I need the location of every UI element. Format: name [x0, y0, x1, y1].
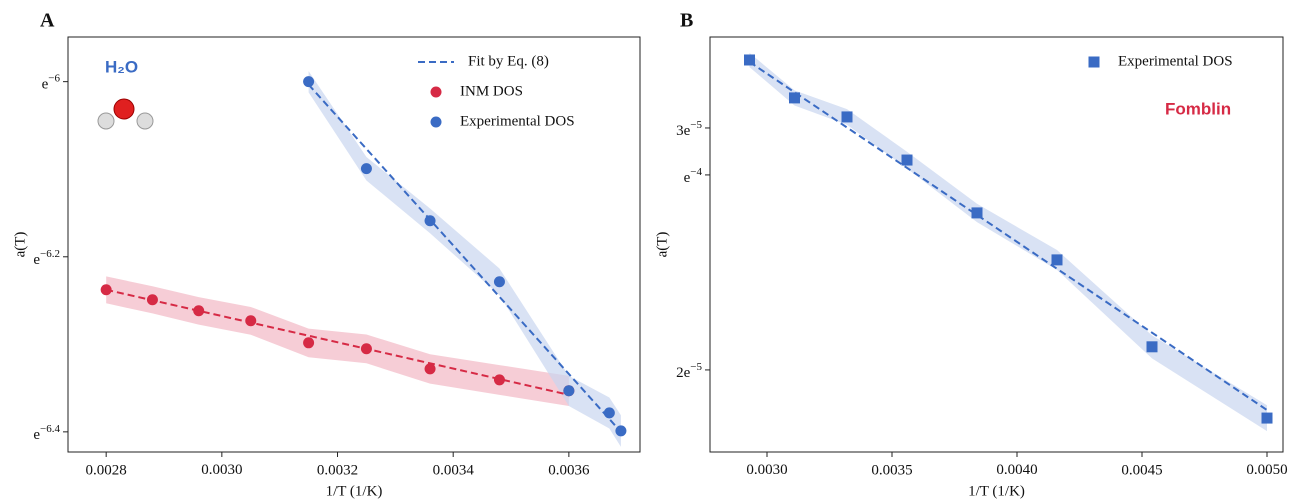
- x-tick-label: 0.0032: [317, 462, 358, 478]
- data-point: [1261, 412, 1273, 424]
- data-point: [789, 92, 800, 104]
- y-tick-label-base: 2e: [676, 365, 691, 381]
- annotation: H₂O: [105, 57, 138, 76]
- y-axis-label: a(T): [654, 232, 670, 258]
- data-point: [100, 284, 112, 296]
- x-tick-label: 0.0040: [996, 462, 1037, 478]
- x-axis-label: 1/T (1/K): [326, 483, 383, 499]
- water-molecule-icon: [97, 98, 154, 130]
- y-tick-label-base: e: [42, 77, 49, 93]
- fit-line: [748, 61, 1268, 411]
- data-point: [901, 154, 913, 166]
- y-tick-label: 3e−5: [676, 118, 702, 139]
- y-tick-label: 2e−5: [676, 360, 702, 381]
- data-point: [1146, 341, 1158, 353]
- data-point: [493, 374, 505, 386]
- legend-label: INM DOS: [460, 83, 523, 99]
- x-tick-label: 0.0034: [433, 462, 475, 478]
- data-point: [563, 385, 575, 397]
- y-tick-label-exponent: −6.2: [40, 247, 60, 259]
- x-tick-label: 0.0050: [1246, 462, 1287, 478]
- x-tick-label: 0.0030: [201, 462, 242, 478]
- data-point: [744, 54, 755, 66]
- y-tick-label-base: e: [684, 170, 691, 186]
- legend-swatch: [430, 86, 442, 98]
- legend-swatch: [430, 116, 442, 128]
- y-tick-label-base: e: [33, 252, 40, 268]
- y-tick-label-exponent: −4: [690, 165, 702, 177]
- y-axis-label: a(T): [12, 232, 28, 258]
- x-tick-label: 0.0028: [86, 462, 127, 478]
- x-tick-label-base: 0.0050: [1246, 462, 1287, 478]
- y-tick-label: e−6.2: [33, 247, 60, 268]
- data-point: [603, 407, 615, 419]
- y-tick-label-base: 3e: [676, 123, 691, 139]
- legend-label: Experimental DOS: [460, 113, 575, 129]
- y-tick-label: e−6.4: [33, 422, 60, 443]
- y-tick-label-exponent: −6.4: [40, 422, 60, 434]
- x-tick-label-base: 0.0030: [746, 462, 787, 478]
- x-tick-label-base: 0.0030: [201, 462, 242, 478]
- data-point: [303, 76, 315, 88]
- x-tick-label: 0.0030: [746, 462, 787, 478]
- data-point: [493, 276, 505, 288]
- fit-line: [105, 288, 570, 396]
- x-tick-label-base: 0.0040: [996, 462, 1037, 478]
- x-axis-label: 1/T (1/K): [968, 483, 1025, 499]
- axes-frame: [709, 36, 1284, 453]
- y-tick-label-exponent: −6: [48, 72, 60, 84]
- data-point: [360, 163, 372, 175]
- data-point: [424, 215, 436, 227]
- annotation: Fomblin: [1165, 99, 1231, 118]
- x-tick-label: 0.0036: [548, 462, 590, 478]
- error-band: [106, 276, 569, 406]
- panel-label: B: [680, 10, 693, 32]
- legend-label: Experimental DOS: [1118, 53, 1233, 69]
- legend-label: Fit by Eq. (8): [468, 53, 549, 69]
- axes-frame: [67, 36, 641, 453]
- panel-label: A: [40, 10, 55, 32]
- x-tick-label: 0.0045: [1121, 462, 1162, 478]
- y-tick-label-exponent: −5: [690, 118, 702, 130]
- data-point: [193, 305, 205, 317]
- data-point: [360, 343, 372, 355]
- data-point: [245, 315, 257, 327]
- legend-swatch: [1088, 56, 1100, 68]
- error-band: [749, 52, 1267, 432]
- data-point: [424, 363, 436, 375]
- data-point: [841, 111, 853, 123]
- x-tick-label: 0.0035: [871, 462, 912, 478]
- data-point: [615, 425, 627, 437]
- y-tick-label: e−6: [42, 72, 61, 93]
- y-tick-label: e−4: [684, 165, 703, 186]
- data-point: [971, 207, 983, 219]
- data-point: [303, 337, 315, 349]
- y-tick-label-exponent: −5: [690, 360, 702, 372]
- fit-line: [307, 83, 622, 433]
- data-point: [1051, 254, 1063, 266]
- y-tick-label-base: e: [33, 427, 40, 443]
- data-point: [146, 294, 158, 306]
